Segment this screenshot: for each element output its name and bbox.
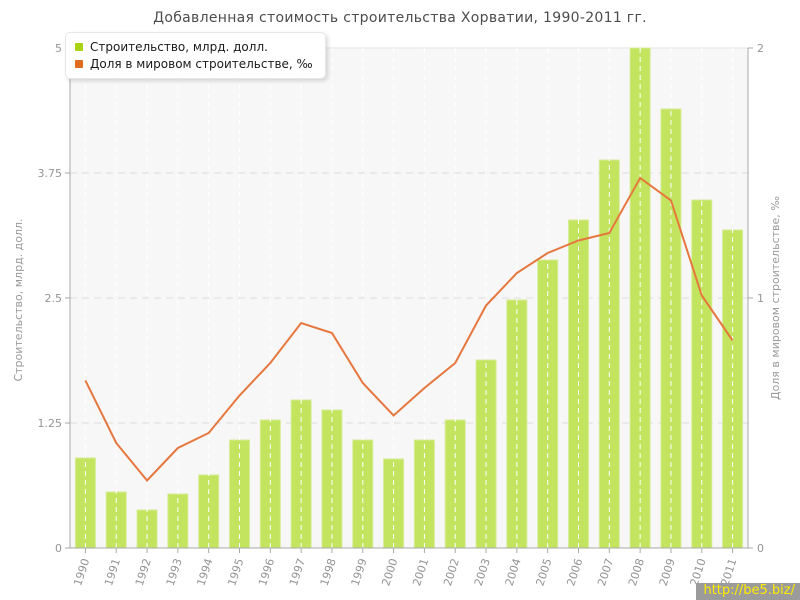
watermark-link[interactable]: http://be5.biz/ — [696, 583, 800, 600]
right-tick-label: 0 — [757, 542, 764, 555]
x-tick-label-1990: 1990 — [71, 557, 92, 588]
world-share-line[interactable] — [84, 176, 734, 483]
left-tick-label: 2.5 — [45, 292, 63, 305]
x-tick-label-2008: 2008 — [626, 557, 647, 588]
x-tick-label-1994: 1994 — [195, 557, 216, 588]
legend-swatch-construction-icon — [75, 42, 83, 51]
legend-swatch-world-share-icon — [75, 59, 83, 68]
x-tick-label-2005: 2005 — [534, 557, 555, 588]
legend-item-world-share[interactable]: Доля в мировом строительстве, ‰ — [75, 55, 313, 72]
left-tick-label: 0 — [55, 542, 62, 555]
x-tick-label-1992: 1992 — [133, 557, 154, 588]
legend-label-world-share: Доля в мировом строительстве, ‰ — [90, 56, 313, 71]
x-tick-label-1993: 1993 — [164, 557, 185, 588]
y-axis-right-title: Доля в мировом строительстве, ‰ — [769, 196, 782, 400]
x-tick-label-2004: 2004 — [503, 557, 524, 588]
x-tick-label-1998: 1998 — [318, 557, 339, 588]
x-tick-label-2009: 2009 — [657, 557, 678, 588]
x-tick-label-2003: 2003 — [472, 557, 493, 588]
chart-legend: Строительство, млрд. долл. Доля в мирово… — [65, 32, 326, 79]
left-tick-label: 1.25 — [38, 417, 63, 430]
left-tick-label: 3.75 — [38, 167, 63, 180]
x-tick-label-2002: 2002 — [441, 557, 462, 588]
legend-label-construction: Строительство, млрд. долл. — [90, 39, 268, 54]
x-tick-label-2000: 2000 — [379, 557, 400, 588]
chart-title: Добавленная стоимость строительства Хорв… — [153, 10, 647, 26]
x-tick-label-1991: 1991 — [102, 557, 123, 588]
x-tick-label-2006: 2006 — [564, 557, 585, 588]
x-tick-label-2001: 2001 — [410, 557, 431, 588]
x-tick-label-2007: 2007 — [595, 557, 616, 588]
legend-item-construction[interactable]: Строительство, млрд. долл. — [75, 38, 313, 55]
right-tick-label: 2 — [757, 42, 764, 55]
right-tick-label: 1 — [757, 292, 764, 305]
x-tick-label-1995: 1995 — [225, 557, 246, 588]
left-tick-label: 5 — [55, 42, 62, 55]
x-tick-label-1997: 1997 — [287, 557, 308, 588]
y-axis-left-title: Строительство, млрд. долл. — [12, 218, 25, 381]
x-tick-label-1996: 1996 — [256, 557, 277, 588]
x-tick-label-1999: 1999 — [349, 557, 370, 588]
